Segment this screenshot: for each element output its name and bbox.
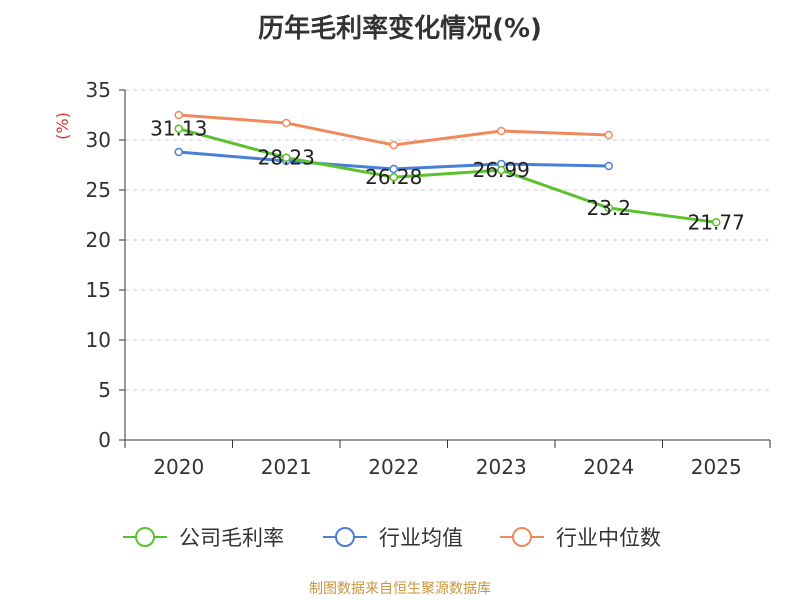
legend-marker-0	[135, 527, 155, 547]
y-tick-label-20: 20	[86, 228, 111, 252]
grid-lines	[125, 89, 770, 391]
series-line-0	[178, 127, 717, 224]
series-0-point-2021	[282, 153, 291, 162]
y-tick-label-15: 15	[86, 278, 111, 302]
legend: 公司毛利率 行业均值 行业中位数	[123, 526, 661, 550]
x-tick-label-2023: 2023	[476, 455, 527, 479]
legend-label-1: 行业均值	[379, 526, 463, 550]
legend-label-2: 行业中位数	[556, 526, 661, 550]
series-2-point-2024	[604, 130, 613, 140]
series-0-point-2022	[389, 172, 398, 182]
y-tick-label-0: 0	[98, 428, 111, 452]
series-2-point-2022	[389, 140, 398, 150]
series-0-point-2024	[604, 203, 613, 213]
series-layer	[174, 110, 721, 227]
data-label-2024: 23.2	[586, 196, 631, 220]
series-2-point-2021	[282, 118, 291, 128]
series-2-point-2020	[174, 110, 183, 120]
data-labels: 31.13 28.23 26.28 26.99 23.2 21.77	[150, 117, 745, 235]
y-tick-label-5: 5	[98, 378, 111, 402]
legend-label-0: 公司毛利率	[179, 526, 284, 550]
y-tick-label-35: 35	[86, 78, 111, 102]
x-tick-label-2021: 2021	[261, 455, 312, 479]
y-axis-label: (%)	[53, 112, 72, 140]
x-tick-label-2024: 2024	[583, 455, 634, 479]
series-0-point-2020	[174, 124, 183, 133]
x-tick-label-2022: 2022	[368, 455, 419, 479]
x-tick-label-2025: 2025	[691, 455, 742, 479]
x-tick-label-2020: 2020	[153, 455, 204, 479]
y-tick-label-30: 30	[86, 128, 111, 152]
data-label-2025: 21.77	[688, 210, 745, 234]
y-tick-label-10: 10	[86, 328, 111, 352]
data-label-2021: 28.23	[258, 146, 315, 170]
series-0-point-2023	[497, 165, 506, 175]
data-label-2023: 26.99	[473, 158, 530, 182]
source-note: 制图数据来自恒生聚源数据库	[309, 581, 491, 597]
legend-marker-2	[512, 527, 532, 547]
series-0-point-2025	[712, 218, 721, 227]
y-tick-label-25: 25	[86, 178, 111, 202]
legend-marker-1	[335, 527, 355, 547]
series-2-point-2023	[497, 126, 506, 136]
chart-title: 历年毛利率变化情况(%)	[258, 14, 542, 44]
series-1-point-2024	[604, 161, 613, 171]
series-1-point-2022	[389, 164, 398, 174]
data-label-2020: 31.13	[150, 117, 207, 141]
data-label-2022: 26.28	[365, 165, 422, 189]
series-1-point-2020	[174, 147, 183, 157]
